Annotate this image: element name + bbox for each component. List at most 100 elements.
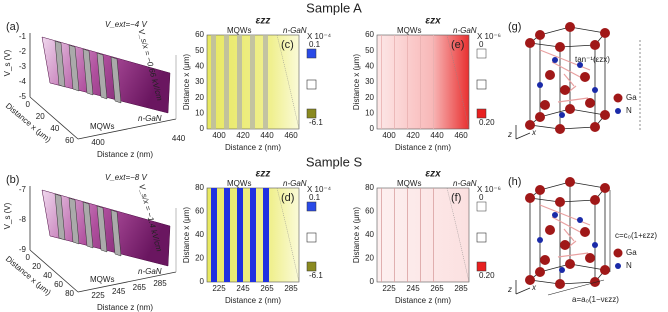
colorbar-top (306, 48, 317, 59)
n-atom (537, 82, 543, 88)
axis-line (539, 204, 591, 226)
y-tick-label: 50 (195, 46, 204, 55)
y-tick-label: 0 (200, 277, 205, 286)
x-tick-label: 60 (65, 136, 74, 145)
y-axis-title: Distance x (μm) (352, 207, 361, 264)
colorbar-max: 0 (479, 193, 484, 202)
legend-label: N (626, 261, 632, 270)
colorbar-bottom (476, 108, 487, 119)
y-tick-label: 50 (365, 46, 374, 55)
x-tick-label: 60 (54, 280, 63, 289)
y-tick-label: 60 (365, 30, 374, 39)
x-tick-label: 0 (26, 100, 31, 109)
z-axis-title: Distance z (nm) (97, 150, 153, 159)
angle-label: tan⁻¹(εzx) (575, 55, 610, 64)
y-tick-label: -2 (19, 47, 27, 56)
qw-stripe (407, 188, 408, 282)
title-sample-a: Sample A (306, 0, 362, 15)
c-relation: c=c₀(1+εzz) (615, 231, 657, 240)
region-label: MQWs (90, 122, 114, 131)
colorbar-top (306, 201, 317, 212)
ga-atom (600, 265, 610, 275)
symbol: εzx (425, 169, 441, 180)
qw-stripe (237, 188, 243, 282)
symbol: εzx (425, 16, 441, 27)
qw-stripe (394, 35, 395, 129)
y-tick-label: 60 (365, 207, 374, 216)
y-tick-label: -5 (19, 92, 27, 101)
y-tick-label: 10 (195, 108, 204, 117)
colorbar-mid (476, 79, 487, 90)
title-sample-s: Sample S (306, 154, 363, 169)
ga-atom (580, 72, 590, 82)
colorbar-bottom (306, 261, 317, 272)
legend-n (615, 108, 621, 114)
x-tick-label: 285 (454, 284, 468, 293)
y-tick-label: 80 (195, 183, 204, 192)
x-tick-label: 460 (284, 131, 298, 140)
region-label: n-GaN (453, 179, 477, 188)
axis-line (29, 96, 79, 140)
qw-stripe (381, 35, 382, 129)
legend-ga (613, 248, 623, 258)
y-tick-label: 0 (200, 124, 205, 133)
region-label: MQWs (397, 26, 421, 35)
panel-label: (g) (508, 21, 521, 33)
colorbar-min: 0.20 (479, 118, 495, 127)
axis-line (29, 249, 79, 293)
x-tick-label: 265 (260, 284, 274, 293)
panel-label: (f) (451, 192, 461, 204)
ga-atom (545, 70, 555, 80)
panel-label: (a) (6, 21, 19, 33)
region-label: n-GaN (283, 26, 307, 35)
ga-atom (555, 197, 565, 207)
colorbar-max: 0 (479, 40, 484, 49)
y-tick-label: 20 (195, 254, 204, 263)
qw-stripe (407, 35, 408, 129)
legend-label: N (626, 106, 632, 115)
ga-atom (535, 112, 545, 122)
qw-stripe (211, 188, 217, 282)
colorbar-top (476, 48, 487, 59)
y-axis-title: V_s (V) (3, 49, 12, 76)
ga-atom (565, 22, 575, 32)
ga-atom (560, 85, 570, 95)
qw-stripe (420, 35, 421, 129)
y-tick-label: 30 (195, 77, 204, 86)
legend-n (615, 263, 621, 269)
ga-atom (540, 100, 550, 110)
symbol: εzz (256, 16, 271, 27)
ga-atom (560, 240, 570, 250)
bias-label: V_ext=−8 V (105, 173, 147, 182)
y-tick-label: -1 (19, 32, 27, 41)
panel-label: (h) (508, 176, 521, 188)
colorbar-min: -6.1 (309, 271, 323, 280)
x-tick-label: 0 (26, 253, 31, 262)
x-tick-label: 420 (236, 131, 250, 140)
y-tick-label: 30 (365, 77, 374, 86)
legend-label: Ga (626, 248, 637, 257)
x-tick-label: 40 (50, 124, 59, 133)
qw-slab (82, 201, 94, 249)
axis-line (547, 279, 605, 296)
x-axis-title: Distance z (nm) (225, 296, 281, 305)
axis-line (551, 61, 583, 79)
ga-atom (600, 183, 610, 193)
contour (276, 187, 300, 283)
region-label: n-GaN (138, 114, 162, 123)
z-axis-title: Distance z (nm) (97, 303, 153, 312)
z-tick-label: 440 (172, 134, 186, 143)
colorbar-bottom (306, 108, 317, 119)
ga-atom (590, 40, 600, 50)
y-tick-label: 40 (195, 230, 204, 239)
ga-atom (585, 253, 595, 263)
y-axis-title: Distance x (μm) (182, 54, 191, 111)
y-tick-label: -8 (19, 215, 27, 224)
qw-stripe (224, 35, 229, 129)
y-tick-label: -4 (19, 77, 27, 86)
qw-stripe (211, 35, 216, 129)
y-tick-label: 10 (365, 108, 374, 117)
colorbar-scale: X 10⁻⁴ (307, 185, 332, 194)
heatmap (376, 187, 470, 283)
